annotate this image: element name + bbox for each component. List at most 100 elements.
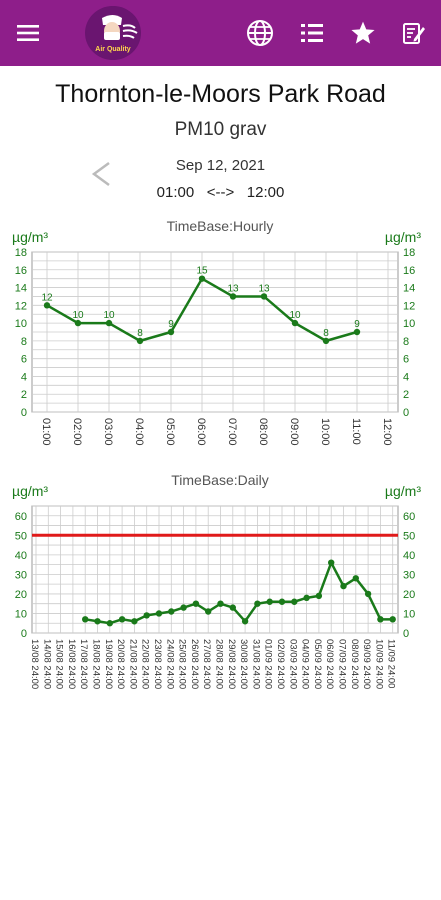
data-point: [143, 612, 150, 619]
data-point: [377, 616, 384, 623]
data-point: [303, 594, 310, 602]
app-logo: Air Quality: [85, 6, 141, 60]
x-tick-label: 26/08 24:00: [189, 639, 200, 689]
y-tick-label-right: 0: [403, 628, 409, 640]
x-tick-label: 12:00: [381, 418, 393, 446]
data-point: [167, 328, 175, 336]
y-tick-label-right: 0: [403, 407, 409, 419]
series-line: [85, 559, 393, 625]
y-tick-label-left: 0: [21, 628, 27, 640]
data-point: [229, 604, 236, 611]
data-point: [131, 618, 138, 625]
data-point: [291, 598, 298, 605]
y-tick-label-left: 50: [15, 530, 27, 542]
data-point: [155, 610, 163, 617]
language-button[interactable]: [240, 0, 280, 66]
data-label: 10: [289, 310, 301, 321]
app-bar: Air Quality: [0, 0, 441, 66]
data-point: [198, 275, 206, 282]
x-tick-label: 03/09 24:00: [287, 639, 298, 689]
data-point: [353, 328, 361, 336]
logo-caption: Air Quality: [95, 46, 131, 53]
x-tick-label: 16/08 24:00: [66, 639, 77, 689]
y-tick-label-left: 40: [15, 550, 27, 562]
data-label: 10: [72, 310, 84, 321]
data-label: 15: [196, 266, 208, 277]
x-tick-label: 04/09 24:00: [300, 639, 311, 689]
x-tick-label: 05/09 24:00: [312, 639, 323, 689]
x-tick-label: 25/08 24:00: [177, 639, 188, 689]
stations-list-button[interactable]: [292, 0, 332, 66]
x-tick-label: 07/09 24:00: [337, 639, 348, 689]
x-tick-label: 02:00: [71, 418, 83, 446]
y-tick-label-left: 18: [15, 247, 27, 259]
data-point: [82, 616, 89, 623]
x-tick-label: 19/08 24:00: [103, 639, 114, 689]
y-tick-label-right: 10: [403, 318, 415, 330]
x-tick-label: 23/08 24:00: [152, 639, 163, 689]
y-tick-label-right: 20: [403, 589, 415, 601]
x-tick-label: 05:00: [164, 418, 176, 446]
y-tick-label-right: 10: [403, 608, 415, 620]
y-tick-label-left: 12: [15, 300, 27, 312]
x-tick-label: 14/08 24:00: [41, 639, 52, 689]
y-tick-label-left: 60: [15, 511, 27, 523]
pollutant-name: PM10 grav: [174, 119, 267, 140]
y-tick-label-left: 6: [21, 354, 27, 366]
y-tick-label-right: 14: [403, 283, 415, 295]
x-tick-label: 08:00: [257, 418, 269, 446]
time-to: 12:00: [246, 184, 285, 201]
x-tick-label: 10/09 24:00: [373, 639, 384, 689]
chart-title: TimeBase:Hourly: [167, 218, 274, 234]
y-tick-label-left: 14: [15, 283, 27, 295]
x-tick-label: 09/09 24:00: [361, 639, 372, 689]
x-tick-label: 27/08 24:00: [201, 639, 212, 689]
y-tick-label-right: 12: [403, 300, 415, 312]
hourly-chart: TimeBase:Hourly µg/m³ µg/m³ 0 0 2 2 4 4 6 6 8 8 10 10 1…: [12, 218, 421, 446]
data-label: 10: [103, 310, 115, 321]
x-tick-label: 03:00: [102, 418, 114, 446]
y-tick-label-right: 4: [403, 371, 409, 383]
y-tick-label-left: 16: [15, 265, 27, 277]
favorites-button[interactable]: [343, 0, 383, 66]
x-tick-label: 01/09 24:00: [263, 639, 274, 689]
data-point: [118, 616, 126, 623]
data-point: [266, 598, 273, 605]
chart-title: TimeBase:Daily: [171, 472, 269, 488]
data-point: [340, 582, 347, 590]
data-point: [260, 293, 268, 300]
edit-button[interactable]: [394, 0, 434, 66]
station-name: Thornton-le-Moors Park Road: [55, 80, 386, 108]
data-point: [241, 618, 249, 625]
data-point: [217, 600, 224, 607]
data-point: [229, 293, 237, 300]
selected-date[interactable]: Sep 12, 2021: [0, 157, 441, 174]
x-tick-label: 13/08 24:00: [29, 639, 40, 689]
y-tick-label-right: 60: [403, 511, 415, 523]
x-tick-label: 04:00: [133, 418, 145, 446]
data-label: 9: [354, 319, 360, 330]
menu-button[interactable]: [8, 0, 48, 66]
date-label: Sep 12, 2021: [175, 157, 266, 174]
data-point: [364, 590, 372, 598]
data-point: [106, 620, 114, 627]
previous-period-button[interactable]: [88, 156, 114, 192]
y-tick-label-left: 20: [15, 589, 27, 601]
y-axis-unit-right: µg/m³: [385, 229, 421, 245]
time-range: 01:00 <--> 12:00: [0, 184, 441, 201]
data-label: 13: [258, 283, 270, 294]
y-tick-label-left: 10: [15, 608, 27, 620]
daily-chart: TimeBase:Daily µg/m³ µg/m³ 0 0 10 10 20 20 30 30 40…: [12, 472, 421, 689]
edit-note-icon: [403, 23, 425, 44]
data-label: 12: [41, 292, 53, 303]
y-axis-unit-left: µg/m³: [12, 229, 48, 245]
menu-icon: [17, 25, 39, 41]
y-tick-label-right: 30: [403, 569, 415, 581]
y-tick-label-left: 10: [15, 318, 27, 330]
x-tick-label: 11:00: [350, 418, 362, 445]
x-tick-label: 08/09 24:00: [349, 639, 360, 689]
x-tick-label: 06/09 24:00: [324, 639, 335, 689]
x-tick-label: 20/08 24:00: [115, 639, 126, 689]
data-point: [278, 598, 286, 605]
y-tick-label-right: 18: [403, 247, 415, 259]
